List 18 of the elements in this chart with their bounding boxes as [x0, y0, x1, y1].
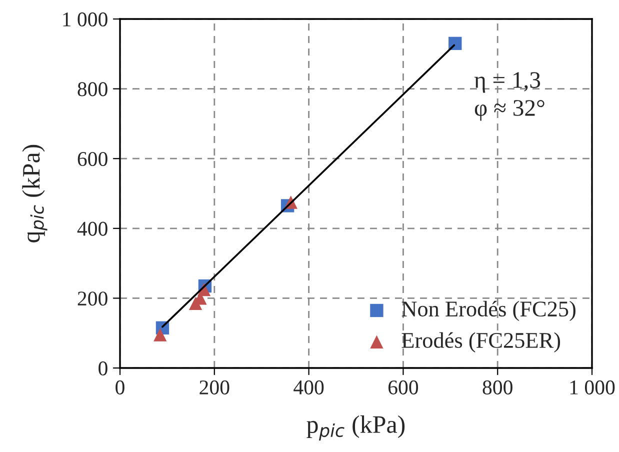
x-tick-label: 800: [482, 380, 512, 394]
y-tick-label: 400: [77, 222, 108, 236]
y-tick-label: 1 000: [63, 12, 108, 26]
annotation: η = 1,3 φ ≈ 32°: [474, 72, 544, 121]
y-tick-label: 200: [78, 292, 108, 306]
y-axis-title: q$_{pic}$ (kPa): [22, 144, 48, 242]
point: [154, 328, 167, 342]
x-axis-title: p$_{pic}$ (kPa): [306, 415, 405, 440]
x-tick-label: 600: [388, 380, 418, 394]
x-tick-label: 400: [294, 380, 324, 394]
y-tick-label: 600: [78, 152, 108, 166]
x-tick-label: 1 000: [570, 380, 615, 394]
x-tick-label: 200: [200, 380, 230, 394]
legend-label: Non Erodés (FC25): [402, 300, 576, 322]
y-tick-label: 800: [78, 82, 108, 96]
legend-label: Erodés (FC25ER): [402, 332, 560, 352]
y-tick-label: 0: [98, 361, 108, 376]
x-tick-label: 0: [116, 380, 124, 394]
